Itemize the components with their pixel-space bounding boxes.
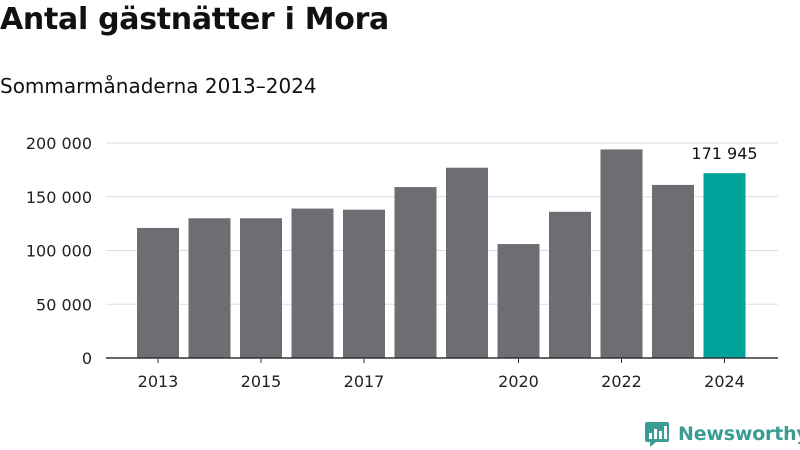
x-tick-label: 2013 (138, 372, 179, 391)
bar-2024 (703, 173, 746, 358)
bar-2021 (549, 211, 591, 358)
x-tick-label: 2022 (601, 372, 642, 391)
bar-2018 (394, 187, 437, 358)
y-tick-label: 200 000 (26, 134, 92, 153)
chart-subtitle: Sommarmånaderna 2013–2024 (0, 74, 317, 98)
newsworthy-chart-bubble-icon (645, 422, 669, 447)
y-tick-label: 100 000 (26, 242, 92, 261)
bar-2022 (600, 149, 643, 358)
bar-2023 (652, 184, 694, 358)
bar-2014 (188, 218, 231, 358)
bar-2013 (137, 227, 179, 358)
x-tick-label: 2015 (241, 372, 282, 391)
bar-2016 (291, 208, 334, 358)
logo-text: Newsworthy (678, 423, 800, 445)
bar-2017 (343, 209, 385, 358)
newsworthy-logo: Newsworthy (644, 420, 800, 448)
y-tick-label: 150 000 (26, 188, 92, 207)
y-tick-label: 50 000 (36, 295, 92, 314)
x-tick-label: 2017 (344, 372, 385, 391)
bar-2019 (446, 167, 488, 358)
y-tick-label: 0 (82, 349, 92, 368)
chart-title: Antal gästnätter i Mora (0, 2, 390, 37)
highlight-value-label: 171 945 (691, 144, 757, 163)
bar-2020 (497, 244, 540, 358)
x-tick-label: 2020 (498, 372, 539, 391)
x-tick-label: 2024 (704, 372, 745, 391)
bar-2015 (240, 218, 282, 358)
